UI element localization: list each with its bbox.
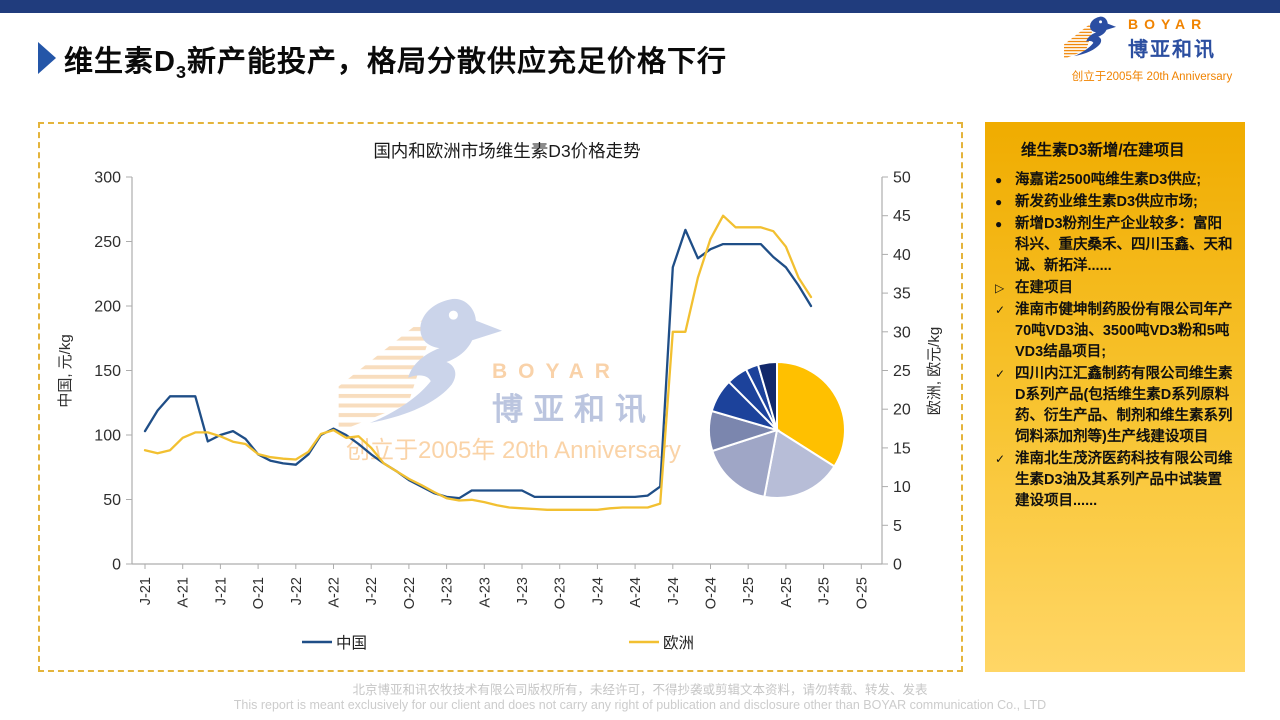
boyar-bird-icon: [1064, 16, 1117, 59]
watermark-cn-name: 博亚和讯: [492, 392, 656, 427]
project-item: ✓ 四川内江汇鑫制药有限公司维生素D系列产品(包括维生素D系列原料药、衍生产品、…: [995, 364, 1233, 448]
svg-text:J-25: J-25: [817, 577, 833, 605]
watermark-wordmark: BOYAR: [492, 360, 621, 383]
bullet-icon: ●: [995, 195, 1003, 210]
check-icon: ✓: [995, 303, 1006, 318]
svg-text:35: 35: [893, 286, 911, 303]
price-chart-panel: BOYAR 博亚和讯 创立于2005年 20th Anniversary 国内和…: [38, 122, 963, 672]
svg-text:J-24: J-24: [666, 577, 682, 605]
watermark-bird-icon: [338, 298, 503, 432]
svg-text:J-23: J-23: [440, 577, 456, 605]
pie-slice: [756, 360, 778, 431]
watermark-words: BOYAR 博亚和讯: [492, 360, 656, 429]
svg-text:A-24: A-24: [628, 577, 644, 608]
page-title-prefix: 维生素D: [64, 46, 176, 78]
svg-text:250: 250: [94, 234, 121, 251]
project-item: ▷ 在建项目: [995, 278, 1233, 299]
footer-copyright-cn: 北京博亚和讯农牧技术有限公司版权所有，未经许可，不得抄袭或剪辑文本资料，请勿转载…: [352, 683, 928, 697]
svg-text:中国: 中国: [336, 634, 367, 652]
svg-text:150: 150: [94, 363, 121, 380]
market-share-pie: [707, 360, 846, 499]
svg-text:O-24: O-24: [704, 577, 720, 609]
svg-text:A-25: A-25: [779, 577, 795, 608]
svg-text:A-23: A-23: [477, 577, 493, 608]
title-triangle-icon: [38, 42, 56, 74]
page-title-rest: 新产能投产，格局分散供应充足价格下行: [186, 46, 727, 78]
pie-slice: [763, 428, 836, 499]
page-title: 维生素D3新产能投产，格局分散供应充足价格下行: [64, 38, 727, 83]
page-title-sub: 3: [175, 61, 187, 82]
project-item: ● 海嘉诺2500吨维生素D3供应;: [995, 170, 1233, 191]
price-line-chart: 国内和欧洲市场维生素D3价格走势 0 50 100 150 200 250 300 0 5 10 15…: [57, 141, 943, 652]
project-text: 在建项目: [1015, 280, 1073, 297]
svg-text:O-25: O-25: [854, 577, 870, 609]
svg-text:0: 0: [893, 557, 902, 574]
logo-wordmark: BOYAR: [1128, 16, 1208, 32]
svg-text:J-22: J-22: [364, 577, 380, 605]
svg-text:45: 45: [893, 208, 911, 225]
svg-text:A-22: A-22: [327, 577, 343, 608]
svg-text:欧洲: 欧洲: [663, 634, 694, 652]
svg-text:10: 10: [893, 479, 911, 496]
legend-item: 欧洲: [629, 634, 694, 652]
project-item: ● 新增D3粉剂生产企业较多：富阳科兴、重庆桑禾、四川玉鑫、天和诚、新拓洋...…: [995, 214, 1233, 277]
svg-text:50: 50: [103, 492, 121, 509]
svg-text:J-25: J-25: [741, 577, 757, 605]
svg-text:300: 300: [94, 170, 121, 187]
svg-text:O-23: O-23: [553, 577, 569, 609]
project-text: 新增D3粉剂生产企业较多：富阳科兴、重庆桑禾、四川玉鑫、天和诚、新拓洋.....…: [1015, 216, 1233, 275]
arrow-bullet-icon: ▷: [995, 281, 1005, 296]
svg-text:J-24: J-24: [590, 577, 606, 605]
svg-text:J-23: J-23: [515, 577, 531, 605]
svg-text:J-21: J-21: [138, 577, 154, 605]
sidebar-heading: 维生素D3新增/在建项目: [1021, 142, 1185, 159]
svg-text:40: 40: [893, 247, 911, 264]
svg-text:100: 100: [94, 428, 121, 445]
svg-text:J-21: J-21: [213, 577, 229, 605]
axes: 0 50 100 150 200 250 300 0 5 10 15 20 25 30 35 40 45 50 J-…: [94, 170, 911, 610]
boyar-logo: BOYAR 博亚和讯 创立于2005年 20th Anniversary: [1064, 13, 1240, 84]
footer-copyright-en: This report is meant exclusively for our…: [233, 698, 1047, 712]
projects-sidebar: 维生素D3新增/在建项目 ● 海嘉诺2500吨维生素D3供应; ● 新发药业维生…: [985, 122, 1245, 672]
svg-text:50: 50: [893, 170, 911, 187]
project-item: ✓ 淮南市健坤制药股份有限公司年产70吨VD3油、3500吨VD3粉和5吨VD3…: [995, 300, 1233, 363]
svg-text:200: 200: [94, 299, 121, 316]
bullet-icon: ●: [995, 217, 1003, 232]
svg-text:O-21: O-21: [251, 577, 267, 609]
project-text: 四川内江汇鑫制药有限公司维生素D系列产品(包括维生素D系列原料药、衍生产品、制剂…: [1015, 366, 1233, 446]
legend-item: 中国: [302, 634, 367, 652]
y-axis-label-right: 欧洲, 欧元/kg: [926, 327, 943, 415]
project-text: 淮南北生茂济医药科技有限公司维生素D3油及其系列产品中试装置建设项目......: [1015, 451, 1233, 510]
project-text: 海嘉诺2500吨维生素D3供应;: [1015, 172, 1202, 188]
project-item: ✓ 淮南北生茂济医药科技有限公司维生素D3油及其系列产品中试装置建设项目....…: [995, 449, 1233, 512]
project-text: 新发药业维生素D3供应市场;: [1015, 194, 1198, 211]
svg-text:O-22: O-22: [402, 577, 418, 609]
svg-text:30: 30: [893, 324, 911, 341]
china-line: [143, 228, 813, 500]
logo-cn-name: 博亚和讯: [1128, 39, 1216, 61]
check-icon: ✓: [995, 367, 1006, 382]
svg-text:A-21: A-21: [176, 577, 192, 608]
project-text: 淮南市健坤制药股份有限公司年产70吨VD3油、3500吨VD3粉和5吨VD3结晶…: [1015, 302, 1233, 361]
svg-text:5: 5: [893, 518, 902, 535]
svg-text:J-22: J-22: [289, 577, 305, 605]
watermark-anniversary: 创立于2005年 20th Anniversary: [346, 437, 681, 464]
check-icon: ✓: [995, 452, 1006, 467]
y-axis-label-left: 中国, 元/kg: [57, 334, 74, 407]
europe-line: [143, 214, 813, 511]
svg-text:20: 20: [893, 402, 911, 419]
top-brand-bar: [0, 0, 1280, 13]
svg-text:15: 15: [893, 440, 911, 457]
project-item: ● 新发药业维生素D3供应市场;: [995, 192, 1233, 213]
chart-title: 国内和欧洲市场维生素D3价格走势: [373, 141, 640, 161]
bullet-icon: ●: [995, 173, 1003, 187]
svg-text:25: 25: [893, 363, 911, 380]
logo-anniversary: 创立于2005年 20th Anniversary: [1071, 71, 1233, 83]
svg-text:0: 0: [112, 557, 121, 574]
